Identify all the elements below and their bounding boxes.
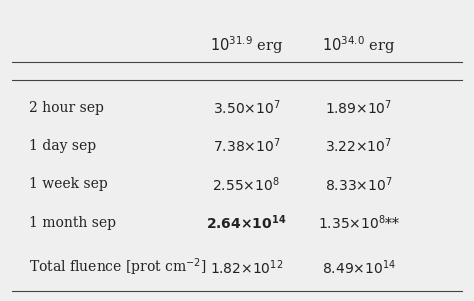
Text: $8.33{\times}10^{7}$: $8.33{\times}10^{7}$ xyxy=(325,175,392,194)
Text: 1 day sep: 1 day sep xyxy=(28,139,96,153)
Text: $8.49{\times}10^{14}$: $8.49{\times}10^{14}$ xyxy=(322,258,396,277)
Text: $\mathbf{2.64{\times}10^{14}}$: $\mathbf{2.64{\times}10^{14}}$ xyxy=(206,214,287,232)
Text: Total fluence [prot cm$^{-2}$]: Total fluence [prot cm$^{-2}$] xyxy=(28,256,206,278)
Text: $10^{34.0}$ erg: $10^{34.0}$ erg xyxy=(322,35,395,57)
Text: 1 week sep: 1 week sep xyxy=(28,178,107,191)
Text: $1.89{\times}10^{7}$: $1.89{\times}10^{7}$ xyxy=(325,98,392,117)
Text: 1 month sep: 1 month sep xyxy=(28,216,116,230)
Text: $3.22{\times}10^{7}$: $3.22{\times}10^{7}$ xyxy=(325,137,392,155)
Text: $1.82{\times}10^{12}$: $1.82{\times}10^{12}$ xyxy=(210,258,283,277)
Text: $7.38{\times}10^{7}$: $7.38{\times}10^{7}$ xyxy=(212,137,280,155)
Text: $3.50{\times}10^{7}$: $3.50{\times}10^{7}$ xyxy=(212,98,280,117)
Text: $1.35{\times}10^{8}$**: $1.35{\times}10^{8}$** xyxy=(318,214,400,232)
Text: $10^{31.9}$ erg: $10^{31.9}$ erg xyxy=(210,35,283,57)
Text: 2 hour sep: 2 hour sep xyxy=(28,101,103,115)
Text: $2.55{\times}10^{8}$: $2.55{\times}10^{8}$ xyxy=(212,175,280,194)
